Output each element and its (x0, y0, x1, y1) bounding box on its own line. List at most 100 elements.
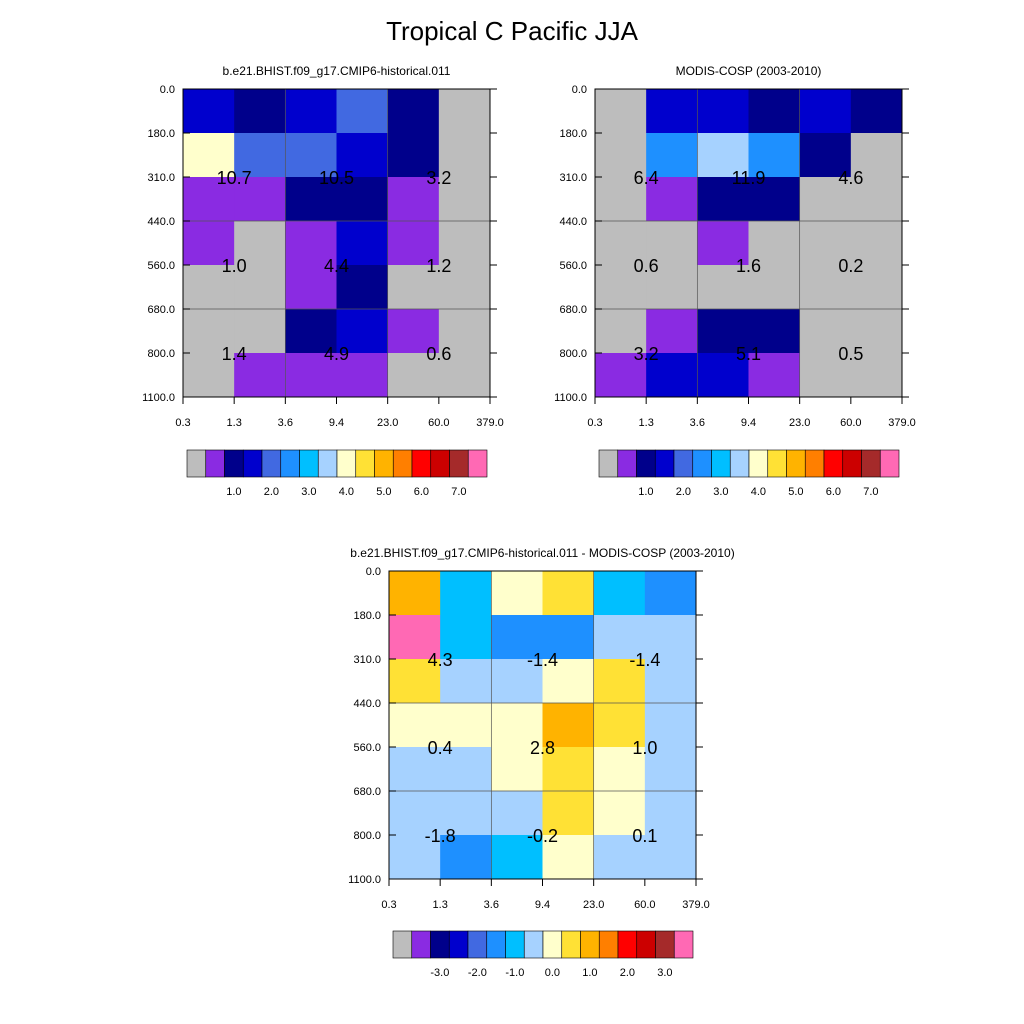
x-tick-label: 23.0 (377, 417, 398, 429)
x-tick-label: 1.3 (227, 417, 242, 429)
heatmap-cell (491, 747, 543, 792)
heatmap-cell (183, 221, 235, 266)
heatmap-cell (697, 89, 749, 134)
heatmap-cell (387, 133, 440, 178)
colorbar-swatch (804, 449, 825, 478)
summary-value-label: 1.0 (222, 256, 247, 276)
heatmap-cell (234, 265, 286, 310)
x-tick-label: 379.0 (682, 899, 710, 911)
colorbar-label: 1.0 (226, 486, 241, 498)
heatmap-cell (542, 571, 595, 616)
heatmap-cell (644, 659, 697, 704)
heatmap-cell (697, 309, 749, 354)
colorbar-swatch (411, 930, 431, 959)
colorbar-label: 3.0 (713, 486, 728, 498)
x-tick-label: 1.3 (433, 899, 448, 911)
heatmap-cell (595, 177, 647, 222)
x-tick-label: 9.4 (741, 417, 756, 429)
y-tick-label: 800.0 (559, 348, 587, 360)
y-tick-label: 310.0 (353, 654, 381, 666)
heatmap-cell (440, 571, 492, 616)
y-tick-label: 0.0 (160, 84, 175, 96)
heatmap-cell (748, 89, 801, 134)
colorbar-swatch (224, 449, 244, 478)
colorbar-swatch (711, 449, 731, 478)
heatmap-cell (542, 659, 595, 704)
heatmap-cell (336, 133, 389, 178)
summary-value-label: 0.6 (426, 344, 451, 364)
summary-value-label: -0.2 (527, 826, 558, 846)
x-tick-label: 60.0 (634, 899, 655, 911)
y-tick-label: 680.0 (147, 304, 175, 316)
heatmap-cell (183, 89, 235, 134)
summary-value-label: 2.8 (530, 738, 555, 758)
colorbar-swatch (186, 449, 207, 478)
colorbar-swatch (467, 930, 488, 959)
heatmap-cell (491, 571, 543, 616)
colorbar-swatch (673, 449, 694, 478)
heatmap-cell (285, 353, 337, 398)
summary-value-label: 0.4 (428, 738, 453, 758)
colorbar-swatch (580, 930, 600, 959)
heatmap-cell (644, 703, 697, 748)
colorbar-swatch (336, 449, 357, 478)
heatmap-cell (389, 659, 441, 704)
x-tick-label: 1.3 (639, 417, 654, 429)
y-tick-label: 440.0 (353, 698, 381, 710)
x-tick-label: 23.0 (789, 417, 810, 429)
heatmap-cell (644, 615, 697, 660)
heatmap-cell (234, 221, 286, 266)
heatmap-cell (440, 703, 492, 748)
heatmap-cell (799, 265, 852, 310)
y-tick-label: 560.0 (353, 742, 381, 754)
heatmap-cell (387, 265, 440, 310)
heatmap-cell (697, 265, 749, 310)
heatmap-cell (491, 791, 543, 836)
x-tick-label: 3.6 (690, 417, 705, 429)
x-tick-label: 60.0 (428, 417, 449, 429)
colorbar-label: 7.0 (451, 486, 466, 498)
colorbar-swatch (449, 449, 469, 478)
heatmap-cell (593, 571, 646, 616)
heatmap-cell (799, 177, 852, 222)
summary-value-label: -1.8 (425, 826, 456, 846)
heatmap-cell (595, 89, 647, 134)
x-tick-label: 9.4 (329, 417, 344, 429)
heatmap-cell (799, 353, 852, 398)
x-tick-label: 3.6 (484, 899, 499, 911)
heatmap-cell (646, 133, 698, 178)
heatmap-cell (644, 791, 697, 836)
heatmap-cell (542, 791, 595, 836)
summary-value-label: 4.4 (324, 256, 349, 276)
y-tick-label: 800.0 (353, 830, 381, 842)
colorbar-swatch (467, 449, 488, 478)
x-tick-label: 0.3 (175, 417, 190, 429)
heatmap-cell (387, 221, 440, 266)
y-tick-label: 180.0 (147, 128, 175, 140)
y-tick-label: 0.0 (366, 566, 381, 578)
x-tick-label: 0.3 (381, 899, 396, 911)
heatmap-cell (285, 133, 337, 178)
colorbar-swatch (505, 930, 525, 959)
colorbar-swatch (598, 930, 619, 959)
colorbar-label: -2.0 (468, 967, 487, 979)
heatmap-cell (438, 133, 491, 178)
heatmap-cell (438, 221, 491, 266)
heatmap-cell (644, 835, 697, 880)
y-tick-label: 180.0 (559, 128, 587, 140)
summary-value-label: 3.2 (634, 344, 659, 364)
x-tick-label: 23.0 (583, 899, 604, 911)
x-tick-label: 379.0 (476, 417, 504, 429)
colorbar-swatch (748, 449, 769, 478)
colorbar-swatch (280, 449, 300, 478)
colorbar-label: 7.0 (863, 486, 878, 498)
summary-value-label: 4.9 (324, 344, 349, 364)
colorbar-swatch (636, 930, 656, 959)
heatmap-cell (389, 571, 441, 616)
colorbar-swatch (317, 449, 338, 478)
heatmap-cell (438, 265, 491, 310)
summary-value-label: 0.1 (632, 826, 657, 846)
figure-title: Tropical C Pacific JJA (386, 16, 638, 46)
x-tick-label: 60.0 (840, 417, 861, 429)
